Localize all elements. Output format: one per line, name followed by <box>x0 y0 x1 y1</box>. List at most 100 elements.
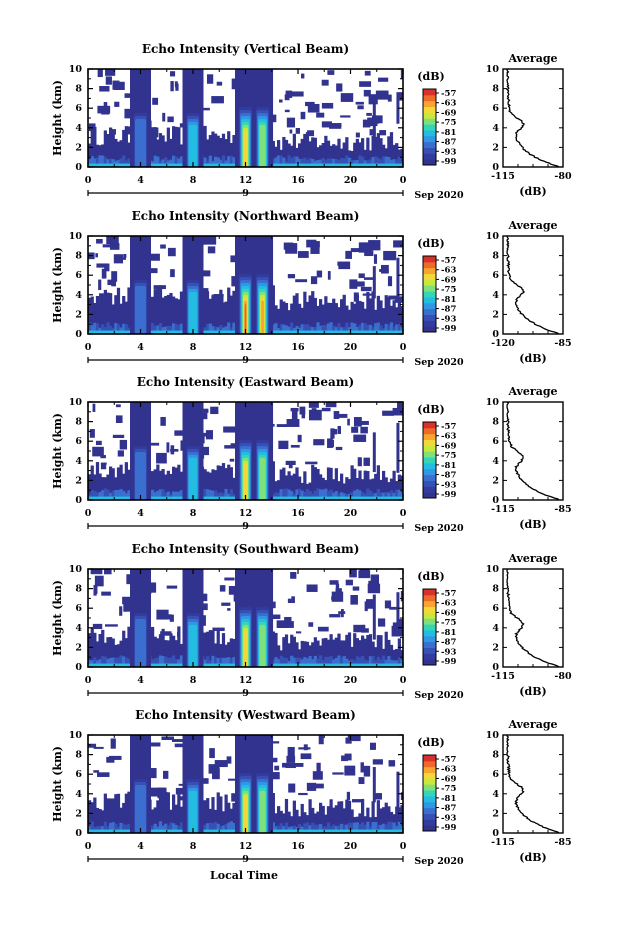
colorbar-swatch <box>423 262 436 268</box>
echo-cell <box>347 792 350 801</box>
average-x-tick-label: -85 <box>554 338 571 349</box>
echo-cell <box>326 402 337 407</box>
x-tick-label: 16 <box>291 175 305 186</box>
echo-cell <box>151 128 159 138</box>
colorbar-label: -75 <box>441 285 456 295</box>
echo-cell <box>286 756 295 763</box>
colorbar-label: -87 <box>441 638 456 648</box>
x-tick-label: 8 <box>190 508 197 519</box>
echo-cell <box>370 743 376 750</box>
echo-cell <box>278 441 288 449</box>
colorbar-swatch <box>423 107 436 113</box>
average-y-tick-label: 2 <box>492 309 499 320</box>
average-y-tick-label: 8 <box>492 750 499 761</box>
y-tick-label: 2 <box>75 309 82 320</box>
average-profile-line <box>507 735 559 833</box>
colorbar-swatch <box>423 761 436 767</box>
echo-cell <box>327 70 334 75</box>
average-y-tick-label: 2 <box>492 642 499 653</box>
echo-cell <box>288 599 292 603</box>
echo-cell <box>227 608 230 611</box>
echo-cell <box>302 414 306 418</box>
panel-title: Echo Intensity (Eastward Beam) <box>137 375 354 389</box>
average-y-tick-label: 2 <box>492 475 499 486</box>
x-tick-label: 4 <box>137 508 144 519</box>
colorbar-swatch <box>423 624 436 630</box>
y-tick-label: 4 <box>75 789 82 800</box>
echo-cell <box>287 419 300 427</box>
echo-cell <box>217 82 222 86</box>
heatmap <box>88 398 404 500</box>
average-y-tick-label: 8 <box>492 584 499 595</box>
echo-cell <box>358 457 362 466</box>
colorbar-swatch <box>423 642 436 648</box>
colorbar-swatch <box>423 445 436 451</box>
echo-cell <box>212 628 224 631</box>
colorbar-swatch <box>423 314 436 320</box>
echo-cell <box>118 450 124 456</box>
echo-cell <box>277 424 288 427</box>
echo-cell <box>123 254 126 258</box>
echo-cell <box>92 447 104 457</box>
echo-cell <box>345 251 352 259</box>
colorbar-label: -99 <box>441 324 456 334</box>
echo-cell <box>99 293 106 303</box>
echo-cell <box>203 108 210 110</box>
colorbar-label: -63 <box>441 432 456 442</box>
echo-cell <box>360 427 368 434</box>
y-tick-label: 6 <box>75 103 82 114</box>
echo-cell <box>210 407 218 414</box>
average-profile-line <box>507 569 559 667</box>
x-tick-label: 0 <box>400 175 407 186</box>
echo-cell <box>350 595 358 605</box>
colorbar-swatch <box>423 463 436 469</box>
echo-cell <box>170 81 173 91</box>
echo-cell <box>352 799 363 802</box>
colorbar-unit: (dB) <box>417 70 444 83</box>
echo-cell <box>244 464 248 500</box>
echo-cell <box>301 74 304 79</box>
echo-cell <box>110 129 116 135</box>
colorbar-swatch <box>423 89 436 95</box>
colorbar-label: -99 <box>441 490 456 500</box>
echo-cell <box>378 78 388 82</box>
y-tick-label: 8 <box>75 84 82 95</box>
colorbar-label: -57 <box>441 422 456 432</box>
echo-cell <box>341 609 344 617</box>
echo-cell <box>361 287 372 291</box>
echo-cell <box>106 757 114 763</box>
average-y-tick-label: 4 <box>492 623 499 634</box>
x-tick-label: 0 <box>85 175 92 186</box>
y-axis-label: Height (km) <box>51 247 64 323</box>
echo-cell <box>125 126 130 134</box>
average-x-label: (dB) <box>519 518 546 531</box>
colorbar-unit: (dB) <box>417 736 444 749</box>
average-x-tick-label: -115 <box>491 504 515 515</box>
echo-cell <box>368 584 380 594</box>
x-tick-label: 0 <box>400 675 407 686</box>
echo-cell <box>104 102 108 112</box>
echo-cell <box>313 771 323 780</box>
colorbar-label: -93 <box>441 647 456 657</box>
y-tick-label: 6 <box>75 436 82 447</box>
average-y-tick-label: 10 <box>486 64 500 75</box>
echo-cell <box>346 580 353 586</box>
x-tick-label: 12 <box>239 175 252 186</box>
colorbar-swatch <box>423 802 436 808</box>
colorbar-swatch <box>423 428 436 434</box>
echo-cell <box>313 439 324 445</box>
echo-cell <box>349 279 357 288</box>
colorbar-label: -57 <box>441 589 456 599</box>
colorbar-label: -69 <box>441 608 456 618</box>
x-tick-label: 0 <box>85 675 92 686</box>
echo-cell <box>363 458 369 466</box>
echo-cell <box>361 762 364 772</box>
echo-cell <box>329 614 340 617</box>
colorbar-label: -57 <box>441 755 456 765</box>
echo-cell <box>177 632 180 637</box>
colorbar-label: -87 <box>441 138 456 148</box>
echo-cell <box>396 592 399 627</box>
date-label: Sep 2020 <box>414 190 464 201</box>
echo-cell <box>135 286 146 334</box>
